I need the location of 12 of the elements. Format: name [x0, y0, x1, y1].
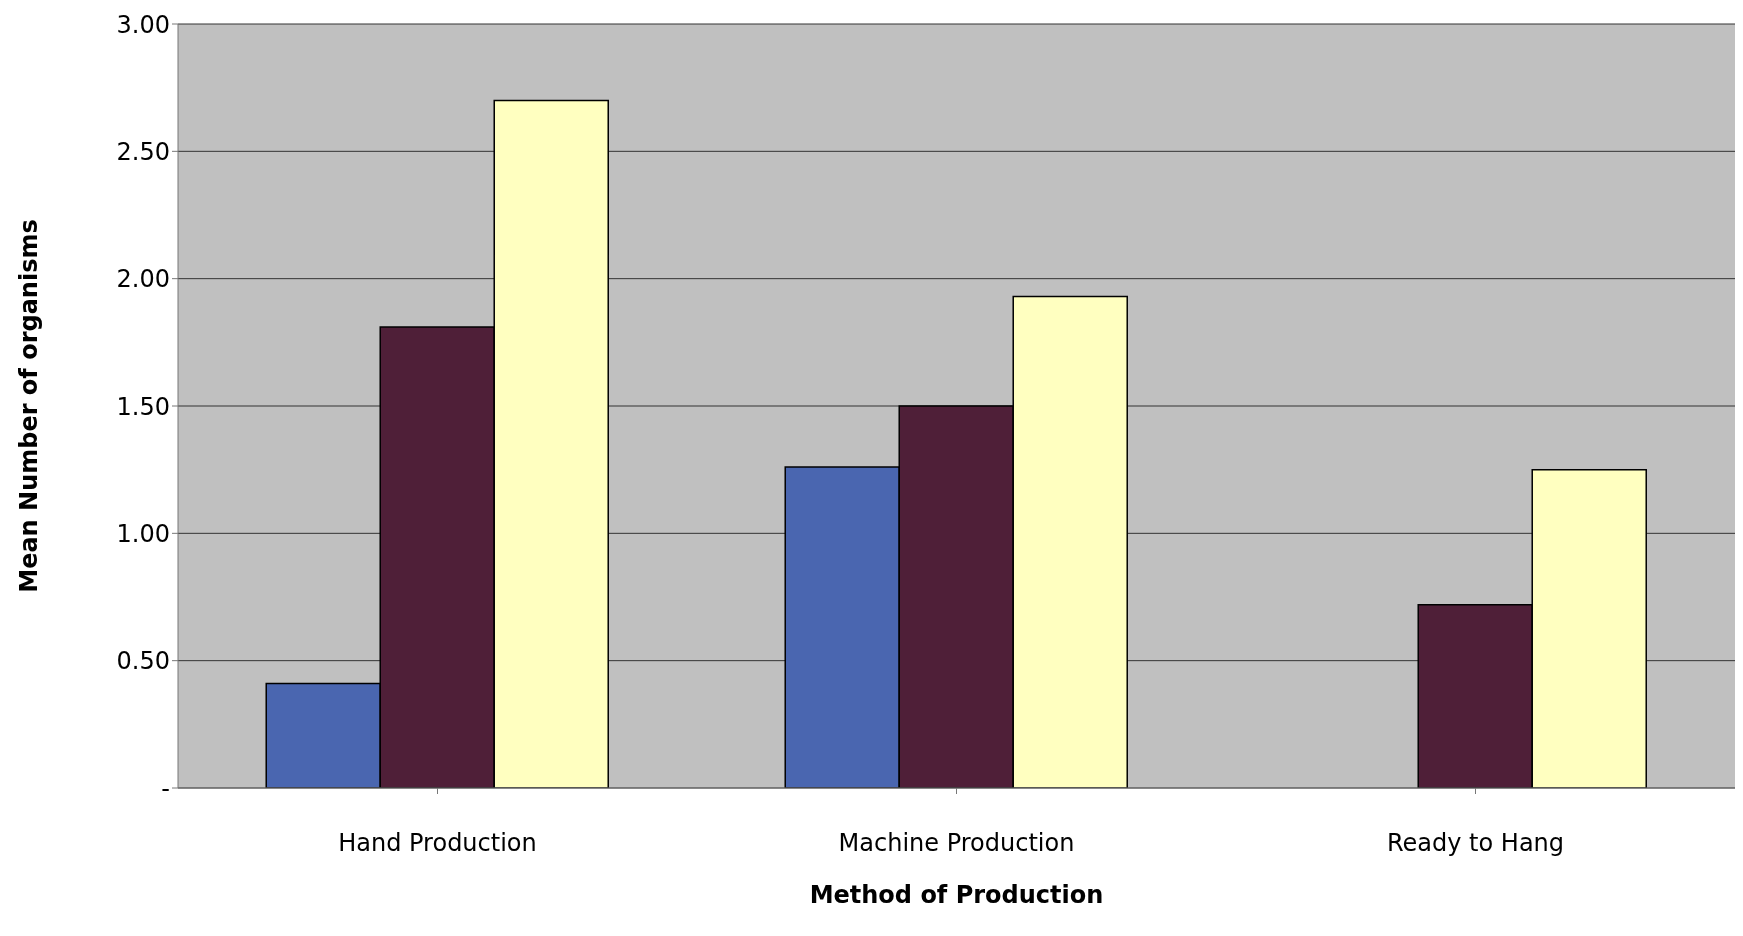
y-axis-title: Mean Number of organisms [14, 219, 43, 593]
y-tick-label: - [161, 774, 170, 803]
y-tick-label: 2.00 [116, 265, 170, 294]
x-tick-label: Machine Production [838, 829, 1075, 858]
x-axis-title: Method of Production [809, 881, 1104, 909]
x-tick-label: Ready to Hang [1386, 829, 1565, 858]
y-tick-label: 3.00 [116, 10, 170, 39]
x-tick-label: Hand Production [338, 829, 537, 858]
y-tick-label: 0.50 [116, 647, 170, 676]
y-tick-label: 2.50 [116, 137, 170, 166]
y-tick-label: 1.50 [116, 392, 170, 421]
y-tick-label: 1.00 [116, 519, 170, 548]
